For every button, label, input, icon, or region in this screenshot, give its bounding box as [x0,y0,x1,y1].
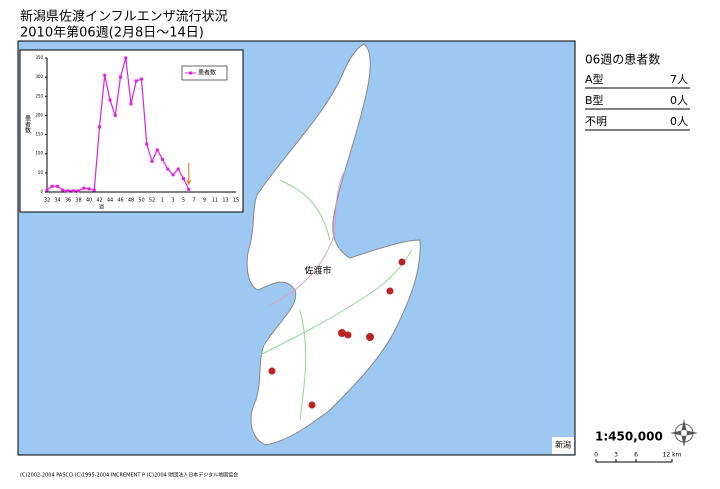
series-line [46,57,190,192]
row-label: B型 [585,93,604,107]
road [259,179,413,421]
current-week-arrow [186,163,192,186]
x-tick-label: 7 [192,198,195,204]
x-tick-label: 38 [75,198,81,204]
x-tick-label: 11 [212,198,218,204]
y-axis-label: 患者数 [24,114,31,134]
point [145,142,149,146]
row-value: 0人 [670,94,688,107]
point [134,79,138,83]
x-tick-label: 15 [233,198,239,204]
x-tick-label: 46 [117,198,123,204]
point [45,188,49,192]
row-value: 7人 [670,73,688,86]
point [140,77,143,81]
point [176,167,180,171]
point [98,125,101,129]
x-tick-label: 40 [86,198,92,204]
point [150,159,154,163]
point [113,113,117,117]
point [182,177,185,181]
x-tick-label: 32 [44,198,50,204]
y-tick-label: 100 [35,151,43,156]
scale-label: 3 [614,452,618,459]
road [269,169,346,306]
x-tick-label: 3 [171,198,174,204]
point [187,187,191,191]
row-label: A型 [585,72,604,86]
y-tick-label: 0 [40,189,43,194]
x-tick-label: 50 [138,198,144,204]
point [50,184,54,188]
y-tick-label: 200 [35,112,43,117]
y-tick-label: 150 [35,132,43,137]
x-tick-label: 1 [161,198,164,204]
y-tick-label: 50 [38,170,44,175]
point [61,188,65,192]
point [77,189,80,193]
point [92,188,96,192]
city-label: 佐渡市 [304,265,331,277]
x-tick-label: 9 [203,198,206,204]
point [87,187,91,191]
title: 新潟県佐渡インフルエンザ流行状況 [20,9,228,25]
scale-label: 12 km [663,452,682,459]
point [129,102,133,106]
compass [670,419,698,447]
x-tick-label: 34 [54,198,60,204]
x-tick-label: 42 [96,198,102,204]
y-tick-label: 300 [35,74,43,79]
x-tick-label: 5 [182,198,185,204]
point [66,189,70,193]
x-axis-label: 週 [99,204,104,211]
legend-label: 患者数 [198,69,216,77]
row-value: 0人 [670,115,688,128]
point [103,73,107,77]
point [82,186,86,190]
row-label: 不明 [585,115,607,128]
x-tick-label: 13 [222,198,228,204]
legend-marker [189,71,192,75]
point [155,148,159,152]
point [171,173,175,177]
x-tick-label: 36 [65,198,71,204]
panel-title: 06週の患者数 [585,52,660,67]
legend-box [181,65,228,81]
copyright: (C)2002-2004 PASCO (C)1995-2004 INCREMEN… [20,472,238,479]
point [161,157,164,161]
y-tick-label: 350 [35,55,43,60]
x-tick-label: 52 [149,198,155,204]
case-markers [268,258,406,409]
subtitle: 2010年第06週(2月8日〜14日) [20,26,204,41]
x-tick-label: 48 [128,198,134,204]
y-tick-label: 250 [35,93,43,98]
point [124,56,128,60]
x-tick-label: 44 [107,198,113,204]
scale-ratio: 1:450,000 [595,430,663,444]
point [71,189,75,193]
scale-label: 0 [594,452,598,459]
mainland [552,437,574,454]
point [108,98,112,102]
island [246,43,421,446]
point [119,75,122,79]
point [56,184,59,188]
scale-label: 6 [634,452,638,459]
point [166,167,170,171]
corner-label: 新潟 [555,440,571,450]
